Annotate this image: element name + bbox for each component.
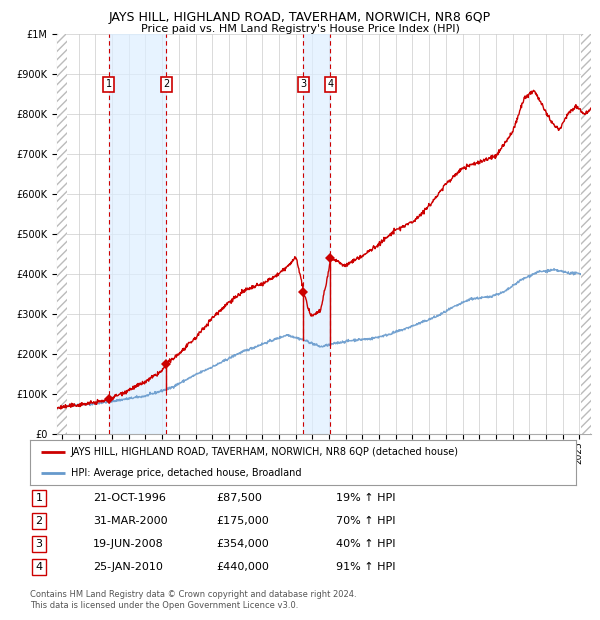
Text: 31-MAR-2000: 31-MAR-2000 (93, 516, 167, 526)
Bar (109, 34, 166, 434)
Text: 19-JUN-2008: 19-JUN-2008 (93, 539, 164, 549)
Bar (57, 34, 67, 434)
Text: 2: 2 (35, 516, 43, 526)
Text: 4: 4 (327, 79, 333, 89)
Text: JAYS HILL, HIGHLAND ROAD, TAVERHAM, NORWICH, NR8 6QP (detached house): JAYS HILL, HIGHLAND ROAD, TAVERHAM, NORW… (71, 447, 459, 458)
Text: 21-OCT-1996: 21-OCT-1996 (93, 493, 166, 503)
Text: 2: 2 (163, 79, 169, 89)
Text: £354,000: £354,000 (216, 539, 269, 549)
Text: £440,000: £440,000 (216, 562, 269, 572)
Bar (304, 34, 330, 434)
Bar (581, 34, 591, 434)
Text: 1: 1 (35, 493, 43, 503)
Text: 4: 4 (35, 562, 43, 572)
Text: 91% ↑ HPI: 91% ↑ HPI (336, 562, 395, 572)
Text: £175,000: £175,000 (216, 516, 269, 526)
Text: 3: 3 (300, 79, 307, 89)
Text: 1: 1 (106, 79, 112, 89)
Text: 25-JAN-2010: 25-JAN-2010 (93, 562, 163, 572)
Text: 3: 3 (35, 539, 43, 549)
Text: JAYS HILL, HIGHLAND ROAD, TAVERHAM, NORWICH, NR8 6QP: JAYS HILL, HIGHLAND ROAD, TAVERHAM, NORW… (109, 11, 491, 24)
Text: Price paid vs. HM Land Registry's House Price Index (HPI): Price paid vs. HM Land Registry's House … (140, 24, 460, 33)
Text: 19% ↑ HPI: 19% ↑ HPI (336, 493, 395, 503)
Text: 70% ↑ HPI: 70% ↑ HPI (336, 516, 395, 526)
Text: HPI: Average price, detached house, Broadland: HPI: Average price, detached house, Broa… (71, 467, 301, 478)
Text: Contains HM Land Registry data © Crown copyright and database right 2024.
This d: Contains HM Land Registry data © Crown c… (30, 590, 356, 609)
Text: 40% ↑ HPI: 40% ↑ HPI (336, 539, 395, 549)
Text: £87,500: £87,500 (216, 493, 262, 503)
